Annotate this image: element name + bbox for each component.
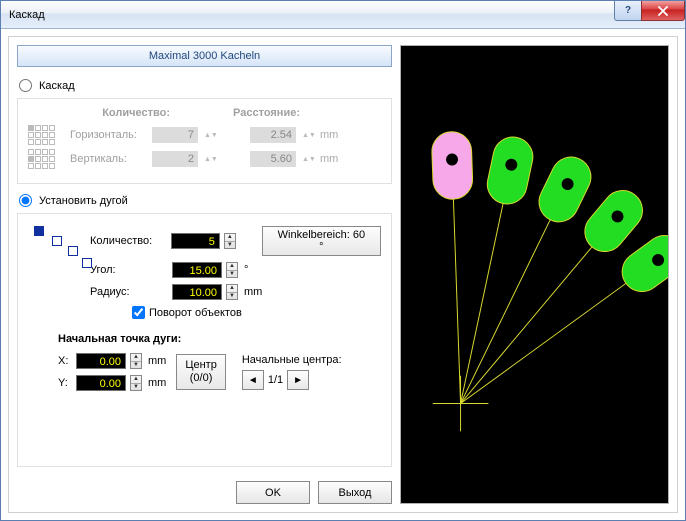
exit-button[interactable]: Выход — [318, 481, 392, 504]
nav-pos: 1/1 — [268, 374, 283, 386]
y-field[interactable]: 0.00 — [76, 375, 126, 391]
arc-angle-spin[interactable]: ▲▼ — [226, 262, 238, 278]
nav-prev-button[interactable]: ◄ — [242, 370, 264, 390]
vert-count-spin: ▲▼ — [204, 151, 216, 167]
ok-button[interactable]: OK — [236, 481, 310, 504]
arc-angle-label: Угол: — [90, 264, 168, 276]
radio-arc-label: Установить дугой — [39, 195, 128, 207]
arc-count-label: Количество: — [90, 235, 167, 247]
nav-next-button[interactable]: ► — [287, 370, 309, 390]
controls-column: Maximal 3000 Kacheln Каскад Количество: … — [17, 45, 392, 504]
center-btn-line1: Центр — [185, 359, 217, 372]
vert-dist-unit: mm — [320, 153, 338, 165]
center-button[interactable]: Центр (0/0) — [176, 354, 226, 390]
x-label: X: — [58, 355, 72, 367]
horiz-dist-spin: ▲▼ — [302, 127, 314, 143]
vert-dist-field: 5.60 — [250, 151, 296, 167]
horiz-count-spin: ▲▼ — [204, 127, 216, 143]
horiz-dist-field: 2.54 — [250, 127, 296, 143]
radio-arc-input[interactable] — [19, 194, 32, 207]
cascade-hdr-count: Количество: — [28, 107, 190, 119]
y-unit: mm — [148, 377, 166, 389]
rotate-objects-input[interactable] — [132, 306, 145, 319]
arc-radius-spin[interactable]: ▲▼ — [226, 284, 238, 300]
vert-dist-spin: ▲▼ — [302, 151, 314, 167]
arc-step-icon — [34, 226, 90, 270]
rotate-objects-check[interactable]: Поворот объектов — [132, 306, 381, 319]
vert-label: Вертикаль: — [70, 153, 146, 165]
horiz-matrix-icon — [28, 125, 64, 145]
arc-panel: Количество: 5 ▲▼ Winkelbereich: 60 ° Уго… — [17, 213, 392, 467]
max-tiles-banner: Maximal 3000 Kacheln — [17, 45, 392, 67]
dialog-window: Каскад ? Maximal 3000 Kacheln Каскад Кол… — [0, 0, 686, 521]
center-btn-line2: (0/0) — [185, 372, 217, 385]
radio-arc[interactable]: Установить дугой — [17, 194, 392, 207]
horiz-label: Горизонталь: — [70, 129, 146, 141]
arc-radius-field[interactable]: 10.00 — [172, 284, 222, 300]
radio-cascade-label: Каскад — [39, 80, 75, 92]
radio-cascade[interactable]: Каскад — [17, 79, 392, 92]
arc-radius-unit: mm — [244, 286, 262, 298]
nc-label: Начальные центра: — [242, 354, 342, 366]
winkel-button[interactable]: Winkelbereich: 60 ° — [262, 226, 381, 256]
window-buttons: ? — [615, 1, 685, 21]
horiz-dist-unit: mm — [320, 129, 338, 141]
client-area: Maximal 3000 Kacheln Каскад Количество: … — [1, 29, 685, 520]
y-label: Y: — [58, 377, 72, 389]
window-title: Каскад — [9, 9, 45, 21]
arc-start-header: Начальная точка дуги: — [58, 333, 381, 345]
arc-angle-field[interactable]: 15.00 — [172, 262, 222, 278]
cascade-panel: Количество: Расстояние: Горизонталь: 7 ▲… — [17, 98, 392, 184]
rotate-objects-label: Поворот объектов — [149, 307, 242, 319]
cascade-hdr-dist: Расстояние: — [190, 107, 300, 119]
close-button[interactable] — [641, 1, 685, 21]
titlebar: Каскад ? — [1, 1, 685, 29]
preview-canvas — [400, 45, 669, 504]
vert-count-field: 2 — [152, 151, 198, 167]
y-spin[interactable]: ▲▼ — [130, 375, 142, 391]
x-field[interactable]: 0.00 — [76, 353, 126, 369]
arc-count-field[interactable]: 5 — [171, 233, 220, 249]
vert-matrix-icon — [28, 149, 64, 169]
arc-count-spin[interactable]: ▲▼ — [224, 233, 236, 249]
content-frame: Maximal 3000 Kacheln Каскад Количество: … — [8, 36, 678, 513]
radio-cascade-input[interactable] — [19, 79, 32, 92]
x-unit: mm — [148, 355, 166, 367]
x-spin[interactable]: ▲▼ — [130, 353, 142, 369]
help-button[interactable]: ? — [614, 1, 642, 21]
arc-angle-unit: ° — [244, 264, 248, 276]
horiz-count-field: 7 — [152, 127, 198, 143]
arc-radius-label: Радиус: — [90, 286, 168, 298]
